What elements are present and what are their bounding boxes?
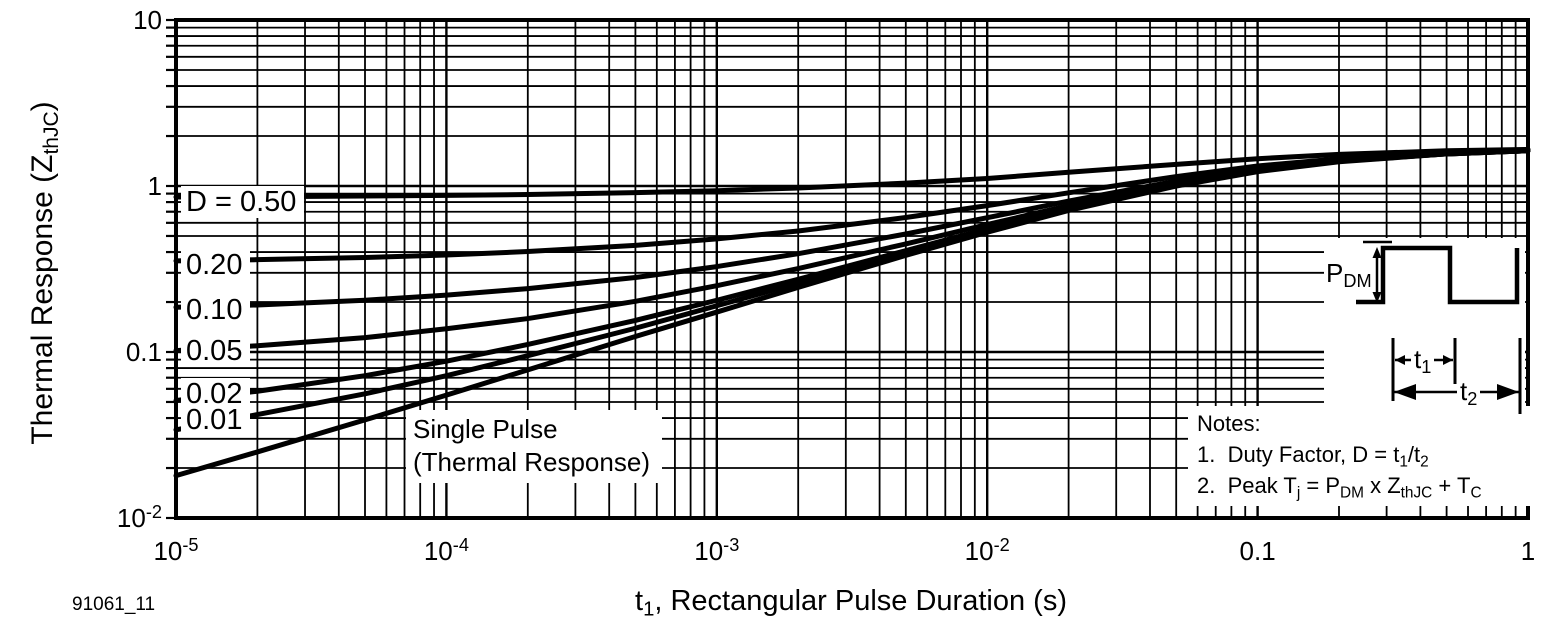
t2-label: t2 (1457, 375, 1481, 408)
x-tick-label: 10-3 (694, 534, 740, 566)
plot-border (174, 18, 1530, 520)
t1-label: t1 (1411, 343, 1435, 376)
pulse-waveform-inset: PDM t1 t2 (1324, 238, 1525, 432)
y-axis-title: Thermal Response (ZthJC) (26, 101, 63, 445)
curve-label-0.50: D = 0.50 (181, 186, 305, 218)
x-axis-title: t1, Rectangular Pulse Duration (s) (635, 585, 1067, 621)
y-tick-label: 10-2 (116, 501, 162, 533)
note-item-duty-factor: 1. Duty Factor, D = t1/t2 (1197, 442, 1429, 471)
y-tick-label: 0.1 (125, 337, 162, 367)
curve-label-0.10: 0.10 (181, 294, 251, 326)
curve-label-0.05: 0.05 (181, 335, 251, 367)
x-tick-label: 10-5 (153, 534, 199, 566)
x-tick-label: 0.1 (1239, 536, 1276, 566)
notes-heading: Notes: (1197, 411, 1261, 436)
curve-single-pulse (173, 148, 1531, 479)
x-tick-label: 10-4 (423, 534, 469, 566)
x-tick-label: 1 (1520, 536, 1536, 566)
curve-d-0.5 (173, 146, 1531, 200)
pdm-height-arrow (1372, 247, 1382, 303)
single-pulse-label-line2: (Thermal Response) (413, 447, 650, 477)
y-tick-label: 1 (147, 171, 162, 201)
single-pulse-label: Single Pulse (Thermal Response) (406, 410, 662, 483)
figure-number: 91061_11 (72, 594, 156, 615)
single-pulse-label-line1: Single Pulse (413, 414, 558, 444)
pdm-label: PDM (1326, 258, 1372, 292)
x-tick-label: 10-2 (964, 534, 1010, 566)
curve-label-0.01: 0.01 (181, 404, 251, 436)
note-item-peak-tj: 2. Peak Tj = PDM x ZthJC + TC (1197, 473, 1482, 502)
t1-t2-markers (1391, 338, 1522, 414)
t2-arrow (1394, 384, 1519, 400)
pulse-waveform (1356, 245, 1520, 305)
pulse-waveform-drawing (1356, 240, 1522, 414)
curve-label-0.20: 0.20 (181, 249, 251, 281)
y-tick-label: 10 (133, 5, 162, 35)
